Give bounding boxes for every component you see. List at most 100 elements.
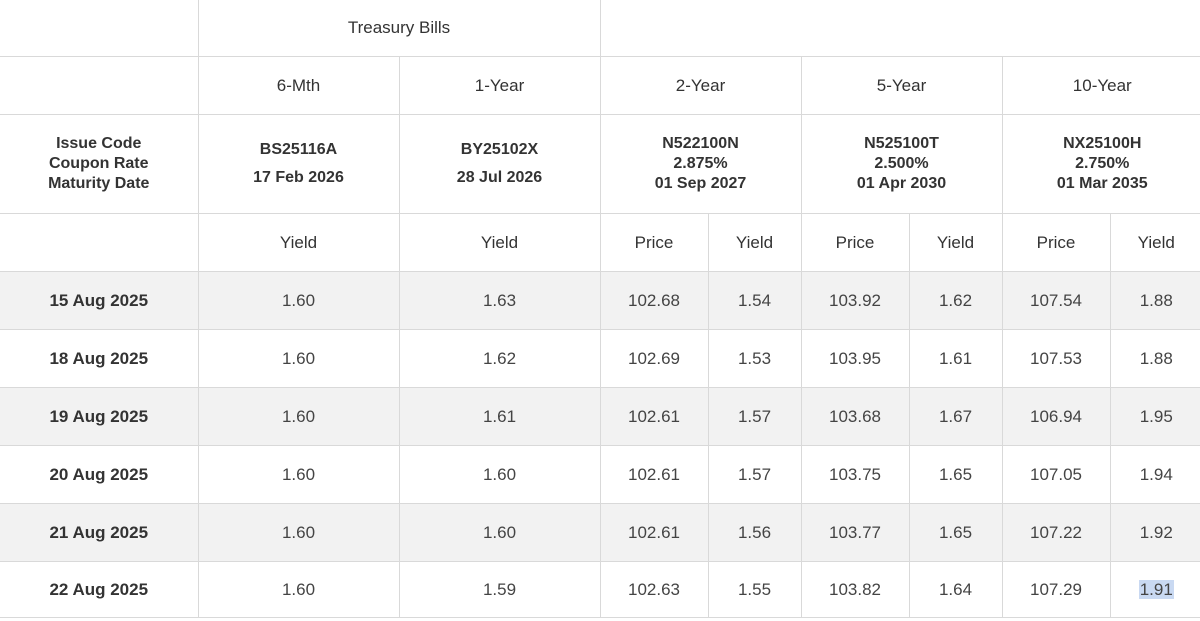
price-header: Price (1001, 213, 1111, 272)
value-cell: 1.94 (1109, 445, 1200, 504)
coupon-rate: 2.750% (1075, 155, 1130, 172)
value-cell: 1.88 (1109, 271, 1200, 330)
value-cell: 102.61 (599, 387, 709, 446)
maturity-date: 17 Feb 2026 (253, 169, 344, 186)
issue-code: BY25102X (460, 141, 539, 158)
yield-header: Yield (908, 213, 1003, 272)
date-cell: 19 Aug 2025 (0, 387, 199, 446)
maturity-date-label: Maturity Date (48, 175, 150, 192)
value-cell: 102.69 (599, 329, 709, 388)
value-cell: 1.53 (707, 329, 802, 388)
issue-row-label: Issue Code Coupon Rate Maturity Date (0, 114, 199, 214)
value-cell: 1.64 (908, 561, 1003, 618)
value-cell: 107.05 (1001, 445, 1111, 504)
value-cell: 1.60 (197, 329, 400, 388)
value-cell: 1.60 (197, 387, 400, 446)
date-cell: 21 Aug 2025 (0, 503, 199, 562)
issue-cell: BY25102X 28 Jul 2026 (398, 114, 601, 214)
issue-cell: BS25116A 17 Feb 2026 (197, 114, 400, 214)
value-cell: 1.57 (707, 387, 802, 446)
value-cell: 1.65 (908, 445, 1003, 504)
value-cell: 102.61 (599, 503, 709, 562)
issue-cell: N522100N 2.875% 01 Sep 2027 (599, 114, 802, 214)
selected-text[interactable]: 1.91 (1138, 579, 1174, 599)
coupon-rate: 2.500% (874, 155, 929, 172)
table-row: 20 Aug 2025 1.60 1.60 102.61 1.57 103.75… (0, 445, 1200, 504)
treasury-bills-group-header: Treasury Bills (197, 0, 601, 57)
value-cell: 1.60 (197, 271, 400, 330)
value-cell: 1.56 (707, 503, 802, 562)
bonds-group-header (599, 0, 1200, 57)
issue-code-label: Issue Code (56, 135, 142, 152)
value-cell: 1.62 (398, 329, 601, 388)
value-cell: 102.61 (599, 445, 709, 504)
table-row: 15 Aug 2025 1.60 1.63 102.68 1.54 103.92… (0, 271, 1200, 330)
value-cell: 1.60 (398, 445, 601, 504)
value-cell: 107.54 (1001, 271, 1111, 330)
value-cell: 107.53 (1001, 329, 1111, 388)
maturity-date: 01 Mar 2035 (1056, 175, 1148, 192)
price-header: Price (800, 213, 910, 272)
value-cell: 1.57 (707, 445, 802, 504)
date-cell: 20 Aug 2025 (0, 445, 199, 504)
maturity-date: 28 Jul 2026 (456, 169, 543, 186)
issue-code: N525100T (864, 135, 939, 152)
value-cell: 1.60 (197, 503, 400, 562)
value-cell: 103.68 (800, 387, 910, 446)
value-cell: 1.88 (1109, 329, 1200, 388)
value-cell: 1.60 (197, 445, 400, 504)
value-cell: 1.60 (197, 561, 400, 618)
corner-cell (0, 213, 199, 272)
table-row: 21 Aug 2025 1.60 1.60 102.61 1.56 103.77… (0, 503, 1200, 562)
maturity-date: 01 Apr 2030 (856, 175, 947, 192)
yield-header: Yield (398, 213, 601, 272)
value-cell: 107.22 (1001, 503, 1111, 562)
value-cell: 102.68 (599, 271, 709, 330)
issue-cell: NX25100H 2.750% 01 Mar 2035 (1001, 114, 1200, 214)
tenor-header: 5-Year (800, 56, 1003, 115)
tenor-header: 6-Mth (197, 56, 400, 115)
price-header: Price (599, 213, 709, 272)
table-row: 22 Aug 2025 1.60 1.59 102.63 1.55 103.82… (0, 561, 1200, 618)
value-cell: 1.62 (908, 271, 1003, 330)
issue-code: BS25116A (259, 141, 338, 158)
value-cell: 1.60 (398, 503, 601, 562)
header-row-group: Treasury Bills (0, 0, 1200, 57)
value-cell: 1.61 (398, 387, 601, 446)
coupon-rate-label: Coupon Rate (48, 155, 149, 172)
date-cell: 15 Aug 2025 (0, 271, 199, 330)
issue-code: NX25100H (1063, 135, 1142, 152)
yield-header: Yield (707, 213, 802, 272)
tenor-header: 10-Year (1001, 56, 1200, 115)
value-cell: 1.95 (1109, 387, 1200, 446)
tenor-header: 1-Year (398, 56, 601, 115)
value-cell: 103.92 (800, 271, 910, 330)
value-cell: 102.63 (599, 561, 709, 618)
value-cell: 1.54 (707, 271, 802, 330)
value-cell: 1.61 (908, 329, 1003, 388)
value-cell: 1.59 (398, 561, 601, 618)
header-row-tenor: 6-Mth 1-Year 2-Year 5-Year 10-Year (0, 56, 1200, 115)
value-cell: 103.77 (800, 503, 910, 562)
value-cell: 1.92 (1109, 503, 1200, 562)
yield-header: Yield (1109, 213, 1200, 272)
value-cell: 103.75 (800, 445, 910, 504)
value-cell: 1.55 (707, 561, 802, 618)
value-cell: 106.94 (1001, 387, 1111, 446)
value-cell: 107.29 (1001, 561, 1111, 618)
value-cell: 103.82 (800, 561, 910, 618)
table-row: 19 Aug 2025 1.60 1.61 102.61 1.57 103.68… (0, 387, 1200, 446)
corner-cell (0, 0, 199, 57)
maturity-date: 01 Sep 2027 (654, 175, 747, 192)
yield-header: Yield (197, 213, 400, 272)
value-cell: 1.65 (908, 503, 1003, 562)
value-cell: 1.63 (398, 271, 601, 330)
value-cell: 1.67 (908, 387, 1003, 446)
issue-cell: N525100T 2.500% 01 Apr 2030 (800, 114, 1003, 214)
corner-cell (0, 56, 199, 115)
date-cell: 22 Aug 2025 (0, 561, 199, 618)
value-cell: 1.91 (1109, 561, 1200, 618)
table-row: 18 Aug 2025 1.60 1.62 102.69 1.53 103.95… (0, 329, 1200, 388)
header-row-measure: Yield Yield Price Yield Price Yield Pric… (0, 213, 1200, 272)
